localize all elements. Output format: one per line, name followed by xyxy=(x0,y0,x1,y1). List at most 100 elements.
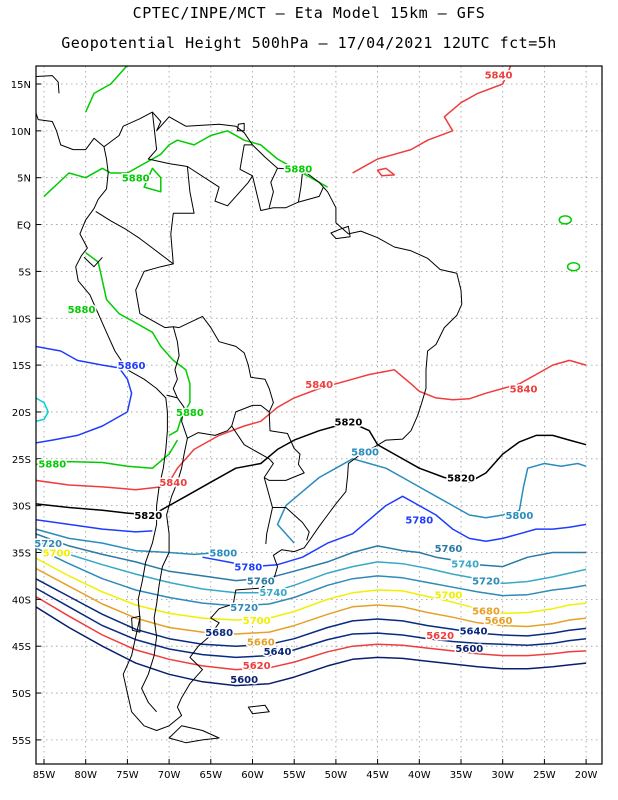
contour-line xyxy=(36,533,587,582)
lat-tick-label: 10S xyxy=(12,314,31,325)
lat-tick-label: 15S xyxy=(12,361,31,372)
lon-tick-label: 45W xyxy=(366,770,389,781)
lat-tick-label: 15N xyxy=(11,80,31,91)
contour-line xyxy=(43,130,328,197)
lon-tick-label: 65W xyxy=(199,770,222,781)
contour-label: 5720 xyxy=(34,539,62,550)
contour-label: 5840 xyxy=(159,478,187,489)
contour-label: 5740 xyxy=(451,560,479,571)
lon-tick-label: 30W xyxy=(491,770,514,781)
contour-line xyxy=(36,439,179,469)
contour-label: 5780 xyxy=(234,563,262,574)
land-outline xyxy=(83,256,103,268)
lat-tick-label: 30S xyxy=(12,502,31,513)
lat-tick-label: 45S xyxy=(12,642,31,653)
contour-label: 5760 xyxy=(435,544,463,555)
lon-tick-label: 25W xyxy=(533,770,556,781)
lon-tick-label: 35W xyxy=(450,770,473,781)
contour-line xyxy=(36,528,220,556)
title-line-2: Geopotential Height 500hPa – 17/04/2021 … xyxy=(61,34,557,52)
lat-tick-label: EQ xyxy=(17,221,31,232)
contour-label: 5640 xyxy=(460,626,488,637)
contour-label: 5880 xyxy=(122,174,150,185)
lon-tick-label: 70W xyxy=(158,770,181,781)
land-outline xyxy=(95,112,195,265)
contour-line xyxy=(276,458,587,544)
contour-label: 5720 xyxy=(472,577,500,588)
lon-tick-label: 20W xyxy=(575,770,598,781)
contour-label: 5860 xyxy=(118,361,146,372)
contour-label: 5680 xyxy=(472,607,500,618)
lat-tick-label: 10N xyxy=(11,127,31,138)
contour-line xyxy=(36,397,49,423)
contour-cell xyxy=(566,261,581,272)
contour-line xyxy=(36,557,587,621)
lon-tick-label: 55W xyxy=(283,770,306,781)
contour-label: 5760 xyxy=(247,577,275,588)
land-outline xyxy=(297,172,303,203)
contour-line xyxy=(36,540,587,594)
land-outline xyxy=(36,75,60,94)
lon-tick-label: 50W xyxy=(325,770,348,781)
lon-tick-label: 80W xyxy=(74,770,97,781)
contour-label: 5720 xyxy=(230,603,258,614)
contour-cell xyxy=(558,215,572,225)
land-outline xyxy=(330,225,351,240)
contour-label: 5640 xyxy=(264,647,292,658)
contour-label: 5700 xyxy=(243,616,271,627)
contour-line xyxy=(36,587,587,659)
lat-tick-label: 5S xyxy=(18,267,31,278)
lat-tick-label: 50S xyxy=(12,689,31,700)
contour-line xyxy=(376,167,396,177)
contour-label: 5840 xyxy=(305,380,333,391)
contour-label: 5800 xyxy=(209,549,237,560)
contour-line xyxy=(36,345,133,444)
contour-line xyxy=(36,606,587,687)
lat-tick-label: 20S xyxy=(12,408,31,419)
contour-line xyxy=(36,518,153,533)
contour-label: 5620 xyxy=(426,631,454,642)
land-outline xyxy=(237,122,245,132)
land-outline xyxy=(168,725,220,744)
contour-label: 5660 xyxy=(247,638,275,649)
graticule-grid xyxy=(36,66,602,764)
contour-label: 5820 xyxy=(334,417,362,428)
title-line-1: CPTEC/INPE/MCT – Eta Model 15km – GFS xyxy=(132,4,486,22)
lat-tick-label: 40S xyxy=(12,595,31,606)
contour-line xyxy=(36,359,587,491)
contour-label: 5800 xyxy=(351,447,379,458)
contour-label: 5680 xyxy=(205,628,233,639)
contour-label: 5600 xyxy=(230,675,258,686)
lon-tick-label: 40W xyxy=(408,770,431,781)
contour-label: 5740 xyxy=(259,588,287,599)
land-outline xyxy=(75,111,463,731)
land-outline xyxy=(178,315,305,481)
contour-label: 5880 xyxy=(284,164,312,175)
land-outline xyxy=(247,704,270,715)
contour-label: 5820 xyxy=(447,474,475,485)
land-outline xyxy=(265,507,273,545)
contour-label: 5840 xyxy=(510,385,538,396)
land-outline xyxy=(187,144,253,207)
contour-line xyxy=(36,578,587,647)
land-outline xyxy=(131,615,141,633)
lat-tick-label: 5N xyxy=(17,174,31,185)
lat-tick-label: 35S xyxy=(12,549,31,560)
contour-label: 5840 xyxy=(485,71,513,82)
contour-label: 5700 xyxy=(43,549,71,560)
land-outline xyxy=(36,111,105,151)
contour-label: 5780 xyxy=(405,516,433,527)
contour-line xyxy=(202,495,587,568)
land-outline xyxy=(252,175,324,211)
contour-label: 5880 xyxy=(38,459,66,470)
geopotential-contours xyxy=(36,66,587,687)
lon-tick-label: 60W xyxy=(241,770,264,781)
contour-label: 5880 xyxy=(176,408,204,419)
contour-label: 5880 xyxy=(68,305,96,316)
land-outline xyxy=(141,438,188,713)
plot-frame xyxy=(35,65,603,765)
contour-line xyxy=(36,595,587,671)
contour-label: 5800 xyxy=(505,511,533,522)
contour-label: 5600 xyxy=(455,644,483,655)
